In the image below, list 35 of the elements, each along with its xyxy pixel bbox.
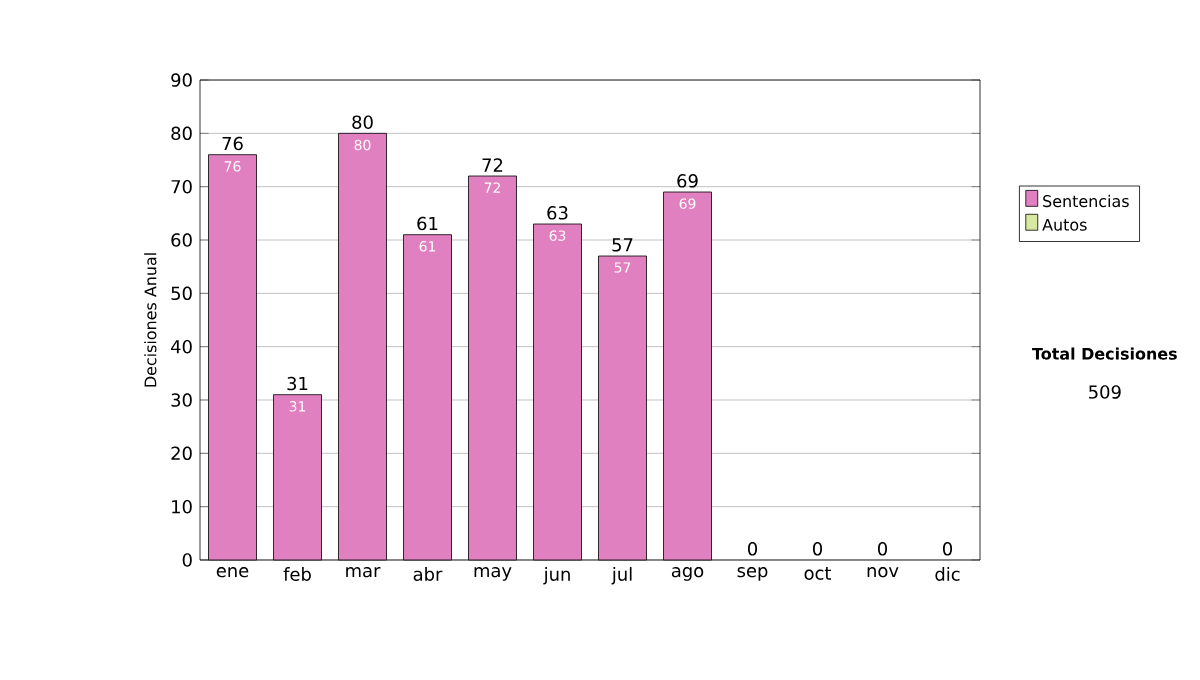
total-label: 0 [812,542,823,556]
x-tick-label: jul [611,567,632,585]
x-tick-label: sep [737,567,768,581]
y-tick-label: 60 [171,233,192,247]
y-tick-label: 70 [171,179,192,194]
total-label: 61 [417,216,438,231]
x-tick-label: jun [543,567,570,585]
x-tick-label: ago [671,567,704,581]
y-tick-label: 90 [171,73,192,87]
y-tick-label: 50 [171,286,192,301]
y-tick-label: 20 [171,446,192,461]
y-tick-label: 0 [182,553,192,567]
total-label: 80 [352,115,373,129]
total-label: 69 [677,174,698,188]
x-tick-label: oct [804,567,832,580]
x-tick-label: dic [935,567,960,581]
total-label: 63 [547,206,568,220]
x-tick-label: mar [346,567,381,578]
total-label: 0 [877,542,888,556]
x-tick-label: may [474,567,512,581]
total-label: 0 [942,542,953,556]
x-tick-label: feb [283,567,311,581]
y-tick-label: 40 [171,339,192,354]
total-label: 72 [482,158,503,172]
total-label: 0 [747,542,758,556]
total-label: 31 [287,376,308,391]
text: 509 [1089,385,1121,399]
x-tick-label: nov [867,567,899,578]
x-tick-label: ene [216,567,249,578]
y-tick-label: 30 [171,393,192,407]
total-label: 76 [222,136,243,151]
x-tick-label: abr [413,567,443,581]
y-tick-label: 80 [171,126,192,141]
total-label: 57 [612,238,633,252]
y-tick-label: 10 [172,499,192,514]
